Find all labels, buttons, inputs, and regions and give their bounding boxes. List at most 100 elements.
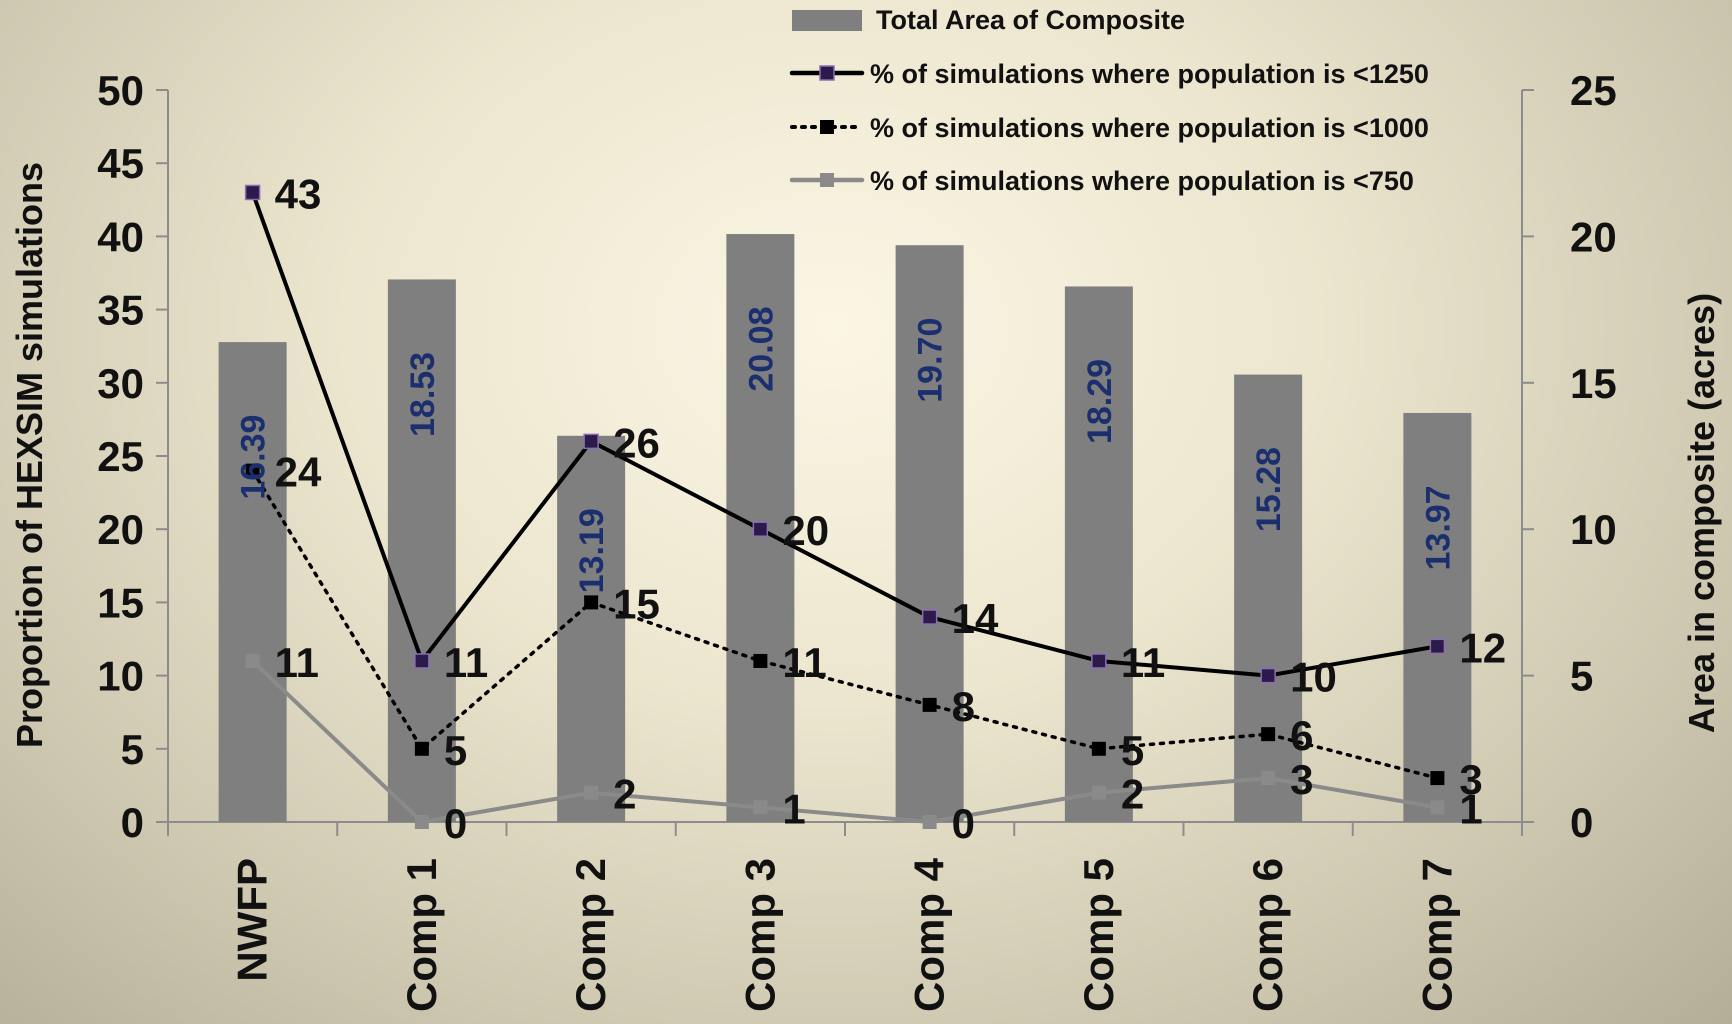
series-marker bbox=[922, 815, 937, 829]
y-right-tick-label: 10 bbox=[1570, 506, 1617, 553]
data-label: 12 bbox=[1459, 624, 1506, 671]
bar bbox=[1234, 374, 1303, 822]
data-label: 11 bbox=[275, 639, 319, 686]
x-category-label: Comp 6 bbox=[1244, 858, 1291, 1012]
series-marker bbox=[583, 433, 599, 450]
series-marker bbox=[1261, 727, 1276, 742]
bars bbox=[218, 234, 1472, 822]
data-label: 2 bbox=[1121, 771, 1144, 818]
data-label: 20 bbox=[782, 507, 829, 554]
y-left-axis-title: Proportion of HEXSIM simulations bbox=[9, 162, 50, 748]
legend-label-2: % of simulations where population is <75… bbox=[870, 166, 1414, 196]
series-marker bbox=[584, 595, 599, 610]
series-marker bbox=[414, 815, 429, 829]
y-right-tick-label: 15 bbox=[1570, 360, 1617, 407]
legend-marker-2 bbox=[820, 173, 834, 187]
bar bbox=[1064, 286, 1133, 822]
legend-label-bars: Total Area of Composite bbox=[876, 5, 1185, 35]
series-marker bbox=[245, 653, 260, 668]
bar-value-label: 15.28 bbox=[1250, 447, 1288, 532]
bar-value-label: 18.53 bbox=[404, 352, 442, 437]
y-right-tick-label: 5 bbox=[1570, 653, 1593, 700]
data-label: 24 bbox=[275, 449, 322, 496]
x-category-label: Comp 1 bbox=[398, 858, 445, 1012]
lines bbox=[244, 184, 1446, 829]
bar bbox=[218, 342, 287, 822]
data-label: 1 bbox=[782, 785, 805, 832]
series-marker bbox=[1091, 785, 1106, 800]
legend-marker-1 bbox=[820, 120, 834, 134]
series-marker bbox=[1091, 741, 1106, 756]
series-marker bbox=[1429, 638, 1446, 655]
y-left-tick-label: 30 bbox=[97, 360, 144, 407]
bar bbox=[1403, 412, 1472, 822]
data-label: 10 bbox=[1290, 654, 1337, 701]
bar bbox=[387, 279, 456, 822]
bar-value-label: 20.08 bbox=[742, 307, 780, 392]
series-marker bbox=[753, 653, 768, 668]
y-left-tick-label: 0 bbox=[121, 799, 144, 846]
series-marker bbox=[921, 609, 938, 625]
series-marker bbox=[1261, 771, 1276, 786]
y-left-tick-label: 25 bbox=[97, 433, 144, 480]
data-label: 11 bbox=[444, 639, 488, 686]
series-marker bbox=[1430, 800, 1445, 815]
data-label: 3 bbox=[1459, 756, 1482, 803]
y-left-tick-label: 10 bbox=[97, 653, 144, 700]
x-category-label: NWFP bbox=[229, 858, 276, 982]
series-line bbox=[250, 658, 1440, 824]
data-label: 3 bbox=[1290, 756, 1313, 803]
y-left-tick-label: 15 bbox=[97, 579, 144, 626]
series-marker bbox=[753, 800, 768, 815]
series-marker bbox=[414, 653, 430, 669]
data-label: 5 bbox=[1121, 727, 1144, 774]
series-marker bbox=[584, 785, 599, 800]
bar-value-label: 16.39 bbox=[235, 415, 273, 500]
data-label: 11 bbox=[782, 639, 826, 686]
series-marker bbox=[1430, 771, 1445, 786]
x-category-label: Comp 2 bbox=[567, 858, 614, 1012]
data-label: 26 bbox=[613, 419, 660, 466]
bar-value-label: 18.29 bbox=[1081, 359, 1119, 444]
series-marker bbox=[1091, 653, 1107, 669]
series-marker bbox=[922, 697, 937, 712]
bar-value-label: 19.70 bbox=[912, 318, 950, 403]
data-label: 8 bbox=[952, 683, 975, 730]
data-label: 5 bbox=[444, 727, 467, 774]
y-right-tick-label: 0 bbox=[1570, 799, 1593, 846]
x-category-label: Comp 4 bbox=[906, 857, 953, 1012]
bar bbox=[557, 435, 626, 822]
series-marker bbox=[1260, 667, 1276, 684]
x-category-label: Comp 3 bbox=[736, 858, 783, 1012]
y-left-tick-label: 40 bbox=[97, 213, 144, 260]
series-line bbox=[250, 468, 1440, 780]
y-left-tick-label: 20 bbox=[97, 506, 144, 553]
y-right-tick-label: 20 bbox=[1570, 213, 1617, 260]
x-category-label: Comp 7 bbox=[1413, 858, 1460, 1012]
data-label: 6 bbox=[1290, 712, 1313, 759]
series-marker bbox=[244, 184, 261, 201]
data-label: 43 bbox=[275, 170, 322, 217]
legend-label-1: % of simulations where population is <10… bbox=[870, 113, 1429, 143]
legend-marker-0 bbox=[819, 65, 835, 81]
y-right-tick-label: 25 bbox=[1570, 67, 1617, 114]
series-marker bbox=[245, 463, 260, 478]
series-marker bbox=[414, 741, 429, 756]
legend: Total Area of Composite % of simulations … bbox=[789, 5, 1429, 196]
bar bbox=[895, 245, 964, 822]
data-label: 14 bbox=[952, 595, 999, 642]
bar-value-label: 13.19 bbox=[573, 508, 611, 593]
series-line bbox=[250, 190, 1440, 678]
data-label: 15 bbox=[613, 580, 660, 627]
data-label: 1 bbox=[1459, 785, 1482, 832]
data-label: 11 bbox=[1121, 639, 1165, 686]
x-category-label: Comp 5 bbox=[1075, 858, 1122, 1012]
legend-swatch-bars bbox=[792, 10, 862, 31]
data-label: 0 bbox=[444, 800, 467, 847]
y-left-tick-label: 50 bbox=[97, 67, 144, 114]
bar-value-label: 13.97 bbox=[1419, 485, 1457, 570]
data-label: 2 bbox=[613, 771, 636, 818]
